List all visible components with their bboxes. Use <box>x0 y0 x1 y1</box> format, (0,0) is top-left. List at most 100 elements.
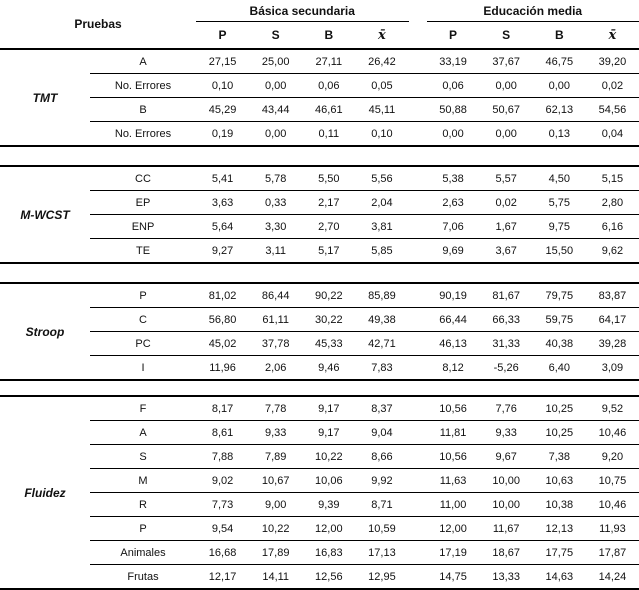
value-cell: 9,20 <box>601 450 624 463</box>
test-name: TMT <box>32 90 58 105</box>
value-cell: 30,22 <box>315 313 343 326</box>
value-cell: 81,02 <box>208 289 237 302</box>
row-label: R <box>139 498 147 511</box>
group-gap <box>409 98 427 121</box>
row-label: CC <box>135 172 151 185</box>
column-header-mean: x̄ <box>608 27 617 43</box>
value-cell: 83,87 <box>598 289 627 302</box>
row-label: B <box>139 103 147 116</box>
table-row: M 9,02 10,67 10,06 9,92 11,63 10,00 10,63 10,75 <box>90 468 639 492</box>
group-gap <box>409 541 427 564</box>
value-cell: 8,37 <box>371 402 393 415</box>
value-cell: 10,25 <box>545 426 574 439</box>
value-cell: 45,33 <box>315 337 343 350</box>
value-cell: 31,33 <box>492 337 520 350</box>
value-cell: 45,02 <box>208 337 237 350</box>
value-cell: 5,78 <box>264 172 287 185</box>
value-cell: 7,73 <box>211 498 234 511</box>
value-cell: 40,38 <box>545 337 574 350</box>
value-cell: 37,78 <box>261 337 290 350</box>
value-cell: 46,75 <box>545 55 574 68</box>
value-cell: 10,25 <box>545 402 574 415</box>
value-cell: 12,13 <box>545 522 574 535</box>
value-cell: 10,75 <box>598 474 627 487</box>
value-cell: 9,62 <box>601 244 624 257</box>
value-cell: 9,33 <box>495 426 517 439</box>
value-cell: 5,75 <box>548 196 571 209</box>
value-cell: 8,66 <box>371 450 393 463</box>
value-cell: 15,50 <box>545 244 574 257</box>
column-header-mean: x̄ <box>378 27 386 43</box>
value-cell: 0,05 <box>371 79 393 92</box>
table-row: No. Errores 0,10 0,00 0,06 0,05 0,06 0,00 0,00 0… <box>90 73 639 97</box>
value-cell: 0,00 <box>264 79 287 92</box>
group-gap <box>409 191 427 214</box>
section-stroop: Stroop P 81,02 86,44 90,22 85,89 90,19 81,67 79,… <box>0 282 639 381</box>
value-cell: 0,00 <box>442 127 464 140</box>
group-gap <box>409 493 427 516</box>
test-name: M-WCST <box>20 207 70 222</box>
row-label: Frutas <box>127 570 159 583</box>
value-cell: 46,61 <box>315 103 343 116</box>
value-cell: 39,20 <box>598 55 627 68</box>
value-cell: 90,19 <box>439 289 467 302</box>
value-cell: 8,12 <box>442 361 464 374</box>
value-cell: 5,15 <box>601 172 624 185</box>
row-label: P <box>139 522 147 535</box>
value-cell: 43,44 <box>261 103 290 116</box>
value-cell: 0,33 <box>264 196 287 209</box>
value-cell: 12,95 <box>368 570 396 583</box>
group-gap <box>409 215 427 238</box>
table-row: PC 45,02 37,78 45,33 42,71 46,13 31,33 40,38 39,… <box>90 331 639 355</box>
value-cell: 9,27 <box>211 244 234 257</box>
value-cell: 0,06 <box>318 79 340 92</box>
table-row: A 8,61 9,33 9,17 9,04 11,81 9,33 10,25 10,46 <box>90 420 639 444</box>
group-gap <box>409 517 427 540</box>
value-cell: 7,89 <box>264 450 287 463</box>
value-cell: 0,19 <box>211 127 234 140</box>
value-cell: 5,57 <box>495 172 517 185</box>
group-gap <box>409 74 427 97</box>
group-gap <box>409 565 427 588</box>
row-label: M <box>138 474 148 487</box>
value-cell: 10,00 <box>492 498 520 511</box>
row-label: I <box>141 361 145 374</box>
value-cell: 86,44 <box>261 289 290 302</box>
row-label: F <box>139 402 147 415</box>
value-cell: 10,59 <box>368 522 396 535</box>
value-cell: 9,54 <box>211 522 234 535</box>
table-row: A 27,15 25,00 27,11 26,42 33,19 37,67 46,75 39,2… <box>90 50 639 73</box>
value-cell: 12,56 <box>315 570 343 583</box>
row-label: EP <box>135 196 151 209</box>
value-cell: 10,22 <box>315 450 343 463</box>
value-cell: 79,75 <box>545 289 574 302</box>
group-gap <box>409 445 427 468</box>
value-cell: 10,38 <box>545 498 574 511</box>
group-header-basica-secundaria: Básica secundaria <box>196 4 409 22</box>
value-cell: 45,29 <box>208 103 237 116</box>
value-cell: 5,41 <box>211 172 234 185</box>
value-cell: 11,93 <box>599 522 626 535</box>
value-cell: 64,17 <box>598 313 627 326</box>
value-cell: -5,26 <box>493 361 519 374</box>
section-rows: A 27,15 25,00 27,11 26,42 33,19 37,67 46,75 39,2… <box>90 50 639 145</box>
table-row: F 8,17 7,78 9,17 8,37 10,56 7,76 10,25 9,52 <box>90 397 639 420</box>
value-cell: 9,17 <box>318 426 340 439</box>
section-fluidez: Fluidez F 8,17 7,78 9,17 8,37 10,56 7,76 10,25 9,… <box>0 395 639 590</box>
value-cell: 11,96 <box>209 361 236 374</box>
value-cell: 18,67 <box>492 546 520 559</box>
value-cell: 50,67 <box>492 103 520 116</box>
value-cell: 17,19 <box>439 546 467 559</box>
value-cell: 3,30 <box>264 220 287 233</box>
table-row: P 9,54 10,22 12,00 10,59 12,00 11,67 12,13 11,93 <box>90 516 639 540</box>
table-row: B 45,29 43,44 46,61 45,11 50,88 50,67 62,13 54,5… <box>90 97 639 121</box>
value-cell: 9,92 <box>371 474 393 487</box>
test-name: Fluidez <box>24 485 66 500</box>
value-cell: 10,06 <box>315 474 343 487</box>
group-gap <box>409 356 427 379</box>
value-cell: 85,89 <box>368 289 396 302</box>
value-cell: 0,00 <box>495 79 517 92</box>
value-cell: 50,88 <box>439 103 467 116</box>
value-cell: 2,70 <box>318 220 340 233</box>
